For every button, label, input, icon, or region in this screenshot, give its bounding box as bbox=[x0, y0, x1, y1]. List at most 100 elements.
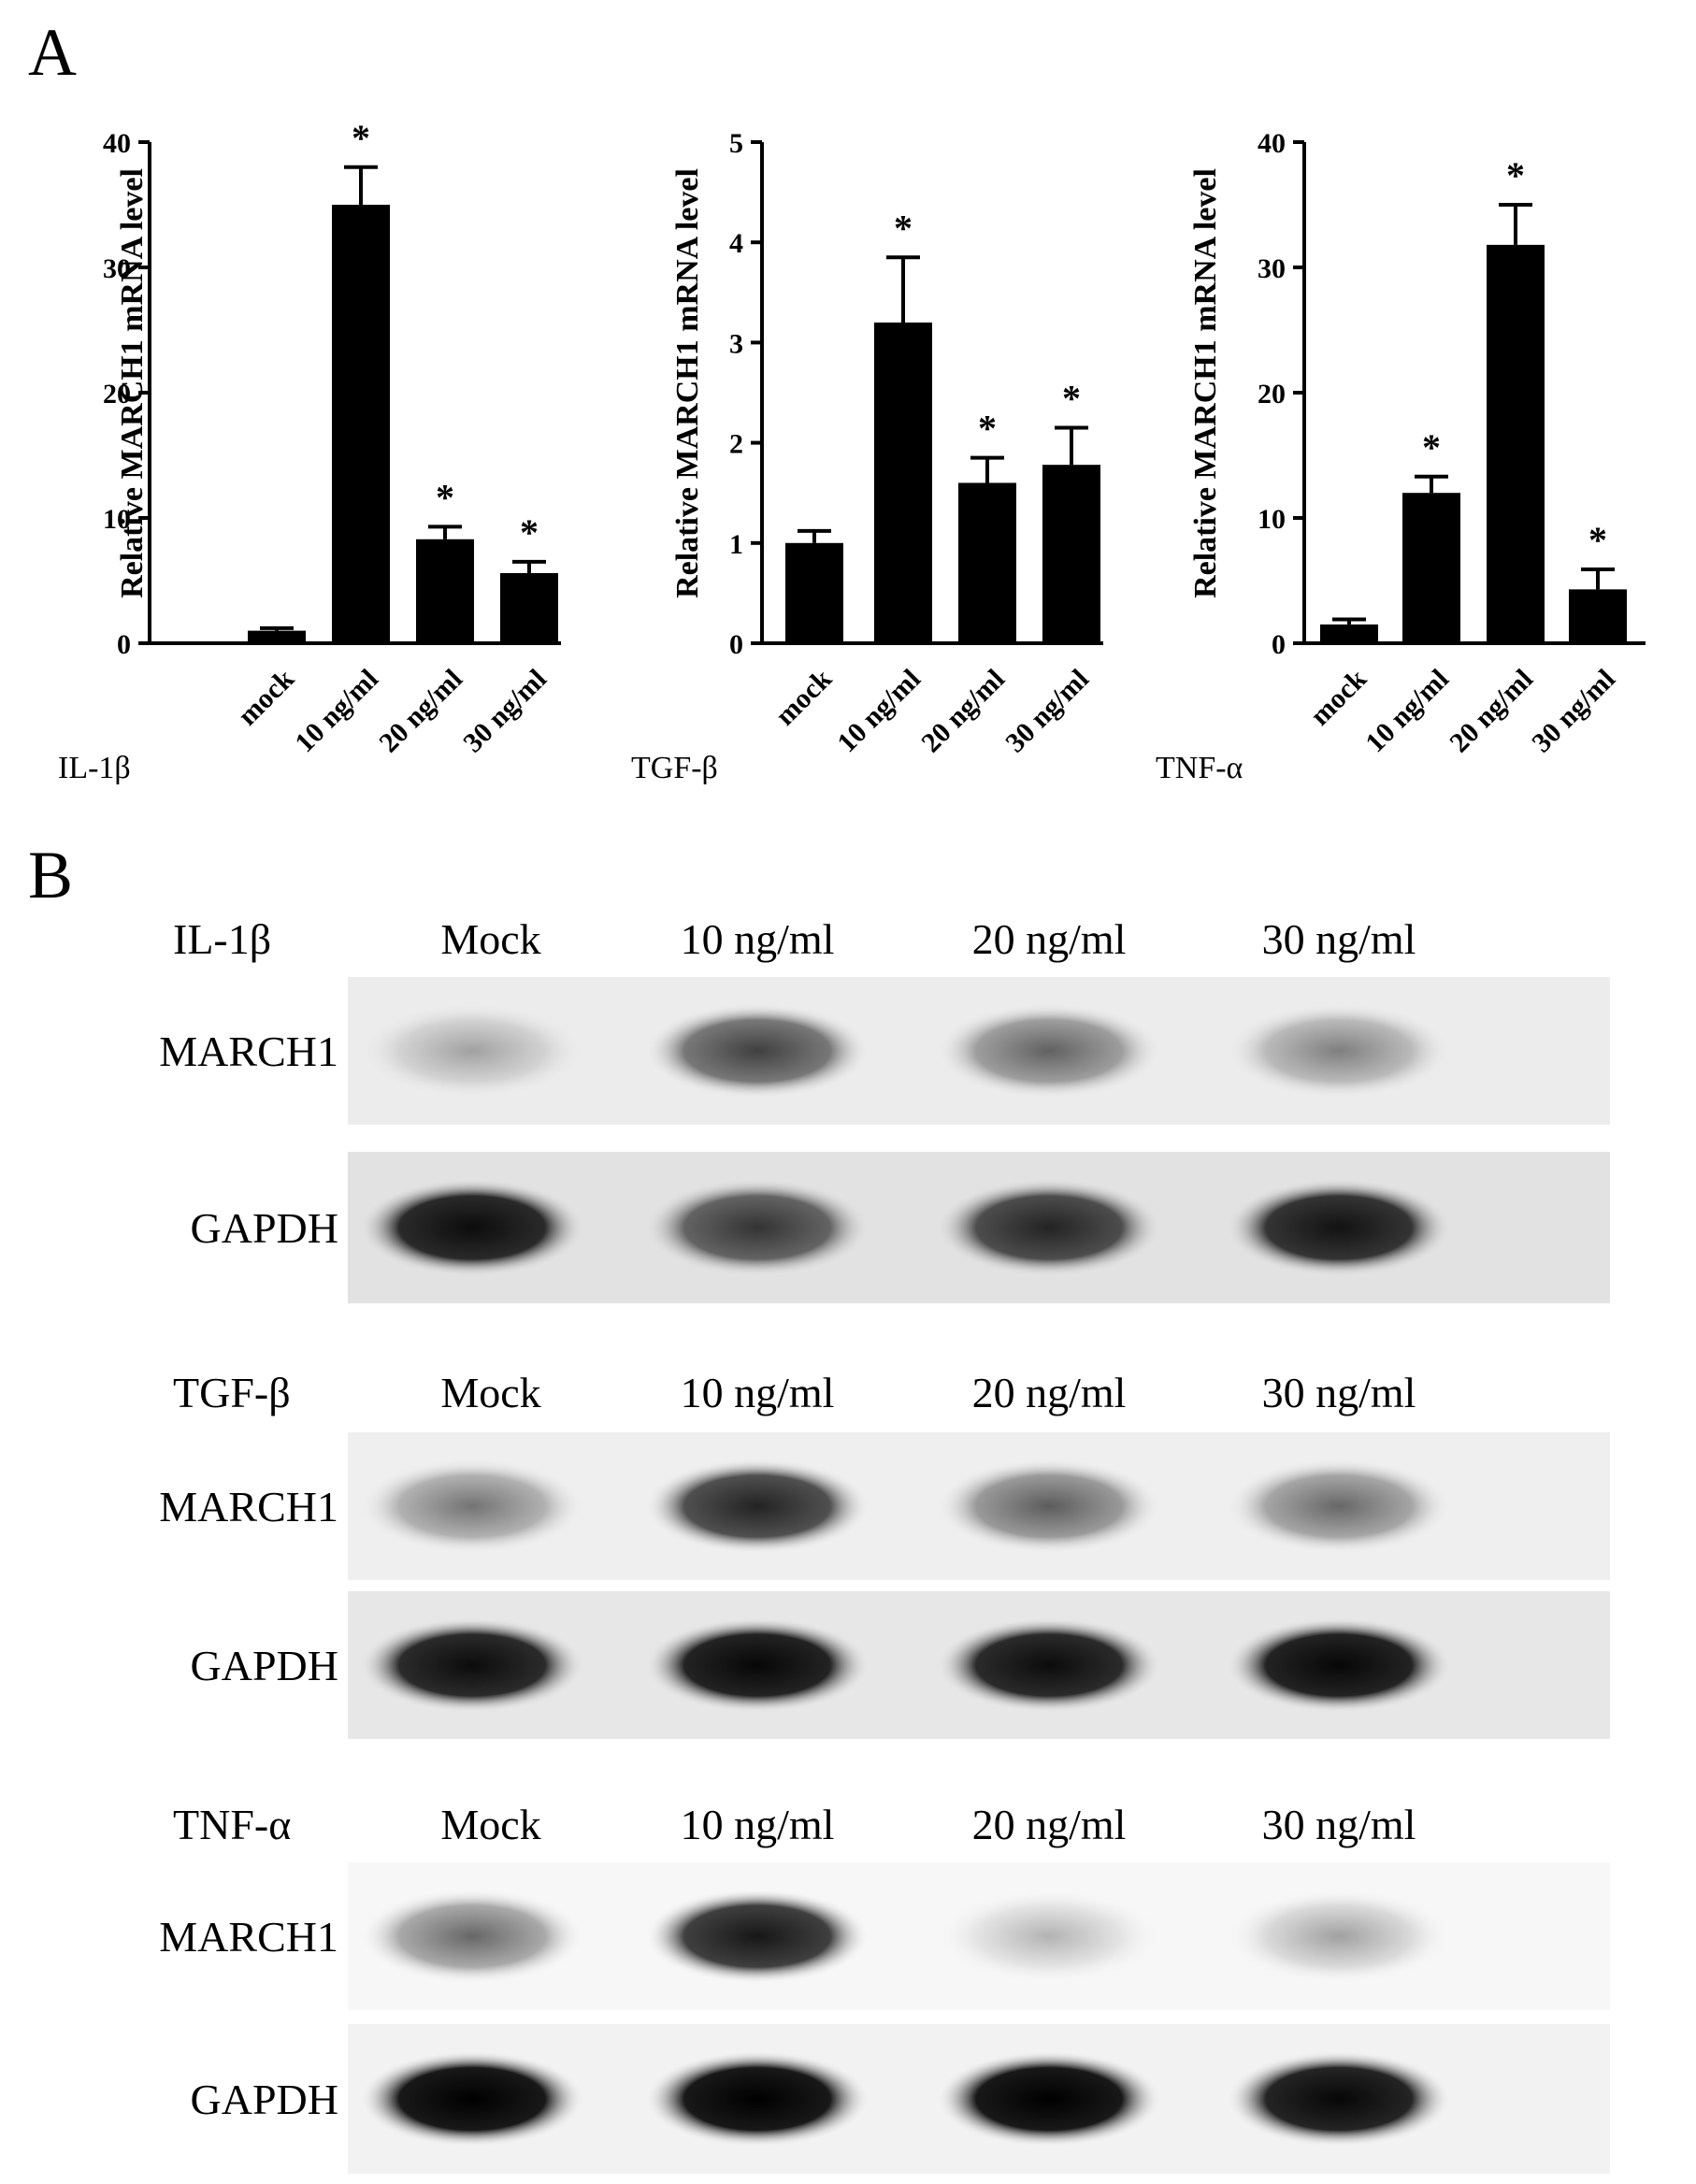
blot-band bbox=[1227, 1617, 1451, 1713]
bar-20-ng-ml bbox=[1487, 244, 1545, 643]
lane-label: Mock bbox=[440, 1369, 540, 1416]
blot-band bbox=[360, 2050, 584, 2148]
bar-10-ng-ml bbox=[1402, 493, 1460, 643]
blot-row-march1: MARCH1 bbox=[159, 1432, 1610, 1580]
x-tick-label: 30 ng/ml bbox=[999, 664, 1095, 759]
significance-mark: * bbox=[894, 207, 913, 249]
x-tick-label: 10 ng/ml bbox=[289, 664, 384, 759]
lane-label: 20 ng/ml bbox=[972, 915, 1127, 963]
blot-1: IL-1β Mock 10 ng/ml 20 ng/ml 30 ng/ml MARCH1 G… bbox=[159, 915, 1610, 1303]
blot-treatment-label: IL-1β bbox=[173, 915, 271, 963]
significance-mark: * bbox=[1506, 154, 1525, 196]
x-tick-label: 30 ng/ml bbox=[457, 664, 553, 759]
blot-band bbox=[360, 1003, 584, 1099]
treatment-label: TGF-β bbox=[631, 751, 718, 785]
bar-20-ng-ml bbox=[416, 539, 474, 643]
y-tick-label: 30 bbox=[1258, 253, 1286, 284]
y-tick-label: 3 bbox=[729, 328, 743, 359]
bar-10-ng-ml bbox=[874, 322, 932, 643]
x-tick-label: 20 ng/ml bbox=[1444, 664, 1539, 759]
blot-treatment-label: TNF-α bbox=[173, 1801, 291, 1848]
western-blots: IL-1β Mock 10 ng/ml 20 ng/ml 30 ng/ml MARCH1 G… bbox=[159, 915, 1610, 2174]
y-tick-label: 5 bbox=[729, 128, 743, 159]
blot-row-label: GAPDH bbox=[191, 1642, 338, 1689]
y-tick-label: 0 bbox=[117, 629, 131, 660]
lane-label: 30 ng/ml bbox=[1262, 915, 1416, 963]
chart-1: 0 10 20 30 40 Relative MARCH1 mRNA level mock *… bbox=[58, 117, 561, 785]
significance-mark: * bbox=[1588, 519, 1607, 561]
x-tick-label: 20 ng/ml bbox=[915, 664, 1011, 759]
y-tick-label: 10 bbox=[103, 504, 131, 535]
y-tick-label: 40 bbox=[103, 128, 131, 159]
blot-band bbox=[937, 1003, 1161, 1099]
blot-band bbox=[937, 1458, 1161, 1554]
x-tick-label: mock bbox=[232, 663, 300, 731]
lane-label: 10 ng/ml bbox=[681, 1801, 835, 1848]
y-tick-label: 0 bbox=[1272, 629, 1286, 660]
bar-30-ng-ml bbox=[500, 572, 558, 643]
y-axis-title: Relative MARCH1 mRNA level bbox=[670, 168, 705, 598]
x-tick-label: 10 ng/ml bbox=[1359, 664, 1455, 759]
blot-3: TNF-α Mock 10 ng/ml 20 ng/ml 30 ng/ml MARCH1 G… bbox=[159, 1801, 1610, 2174]
y-tick-label: 0 bbox=[729, 629, 743, 660]
x-tick-label: mock bbox=[1304, 663, 1373, 731]
bar-30-ng-ml bbox=[1569, 589, 1627, 643]
blot-band bbox=[937, 1617, 1161, 1713]
blot-row-label: MARCH1 bbox=[159, 1913, 338, 1961]
x-tick-label: 10 ng/ml bbox=[831, 664, 927, 759]
blot-band bbox=[1227, 1889, 1451, 1984]
x-tick-label: mock bbox=[769, 663, 838, 731]
lane-label: 20 ng/ml bbox=[972, 1369, 1127, 1416]
chart-3: 0 10 20 30 40 Relative MARCH1 mRNA level mock *… bbox=[1156, 128, 1646, 785]
significance-mark: * bbox=[1422, 426, 1441, 468]
significance-mark: * bbox=[436, 476, 454, 518]
chart-2: 0 1 2 3 4 5 Relative MARCH1 mRNA level mock * 10 … bbox=[631, 128, 1103, 785]
lane-label: Mock bbox=[440, 915, 540, 963]
bar-30-ng-ml bbox=[1042, 465, 1100, 643]
blot-row-march1: MARCH1 bbox=[159, 977, 1610, 1125]
x-tick-label: 30 ng/ml bbox=[1526, 664, 1621, 759]
blot-band bbox=[645, 1179, 870, 1276]
panel-a-letter: A bbox=[28, 15, 77, 90]
blot-band bbox=[360, 1889, 584, 1984]
blot-band bbox=[645, 2050, 870, 2148]
blot-band bbox=[1227, 1179, 1451, 1276]
y-axis-title: Relative MARCH1 mRNA level bbox=[115, 168, 150, 598]
y-tick-label: 1 bbox=[729, 529, 743, 560]
bar-mock bbox=[785, 542, 843, 643]
significance-mark: * bbox=[1062, 378, 1081, 420]
lane-label: 20 ng/ml bbox=[972, 1801, 1127, 1848]
significance-mark: * bbox=[520, 511, 539, 553]
lane-label: 10 ng/ml bbox=[681, 1369, 835, 1416]
panel-b-letter: B bbox=[28, 838, 73, 912]
y-tick-label: 2 bbox=[729, 429, 743, 460]
blot-row-label: MARCH1 bbox=[159, 1027, 338, 1075]
blot-band bbox=[937, 2050, 1161, 2148]
blot-row-label: GAPDH bbox=[191, 2076, 338, 2123]
y-tick-label: 40 bbox=[1258, 128, 1286, 159]
y-axis-title: Relative MARCH1 mRNA level bbox=[1188, 168, 1223, 598]
blot-row-march1: MARCH1 bbox=[159, 1862, 1610, 2010]
treatment-label: TNF-α bbox=[1156, 751, 1243, 785]
y-tick-label: 10 bbox=[1258, 504, 1286, 535]
significance-mark: * bbox=[978, 408, 997, 450]
blot-band bbox=[645, 1458, 870, 1554]
bar-20-ng-ml bbox=[958, 482, 1016, 643]
blot-2: TGF-β Mock 10 ng/ml 20 ng/ml 30 ng/ml MARCH1 G… bbox=[159, 1369, 1610, 1739]
blot-row-gapdh: GAPDH bbox=[191, 1591, 1610, 1739]
lane-label: 10 ng/ml bbox=[681, 915, 835, 963]
x-tick-label: 20 ng/ml bbox=[373, 664, 468, 759]
blot-band bbox=[937, 1179, 1161, 1276]
blot-band bbox=[1227, 1003, 1451, 1099]
bar-mock bbox=[1320, 624, 1378, 643]
bar-mock bbox=[248, 630, 306, 643]
blot-treatment-label: TGF-β bbox=[173, 1369, 291, 1416]
lane-label: 30 ng/ml bbox=[1262, 1369, 1416, 1416]
blot-band bbox=[360, 1179, 584, 1276]
blot-row-label: MARCH1 bbox=[159, 1483, 338, 1530]
blot-band bbox=[360, 1617, 584, 1713]
significance-mark: * bbox=[352, 117, 370, 159]
y-tick-label: 30 bbox=[103, 253, 131, 284]
blot-band bbox=[645, 1003, 870, 1099]
